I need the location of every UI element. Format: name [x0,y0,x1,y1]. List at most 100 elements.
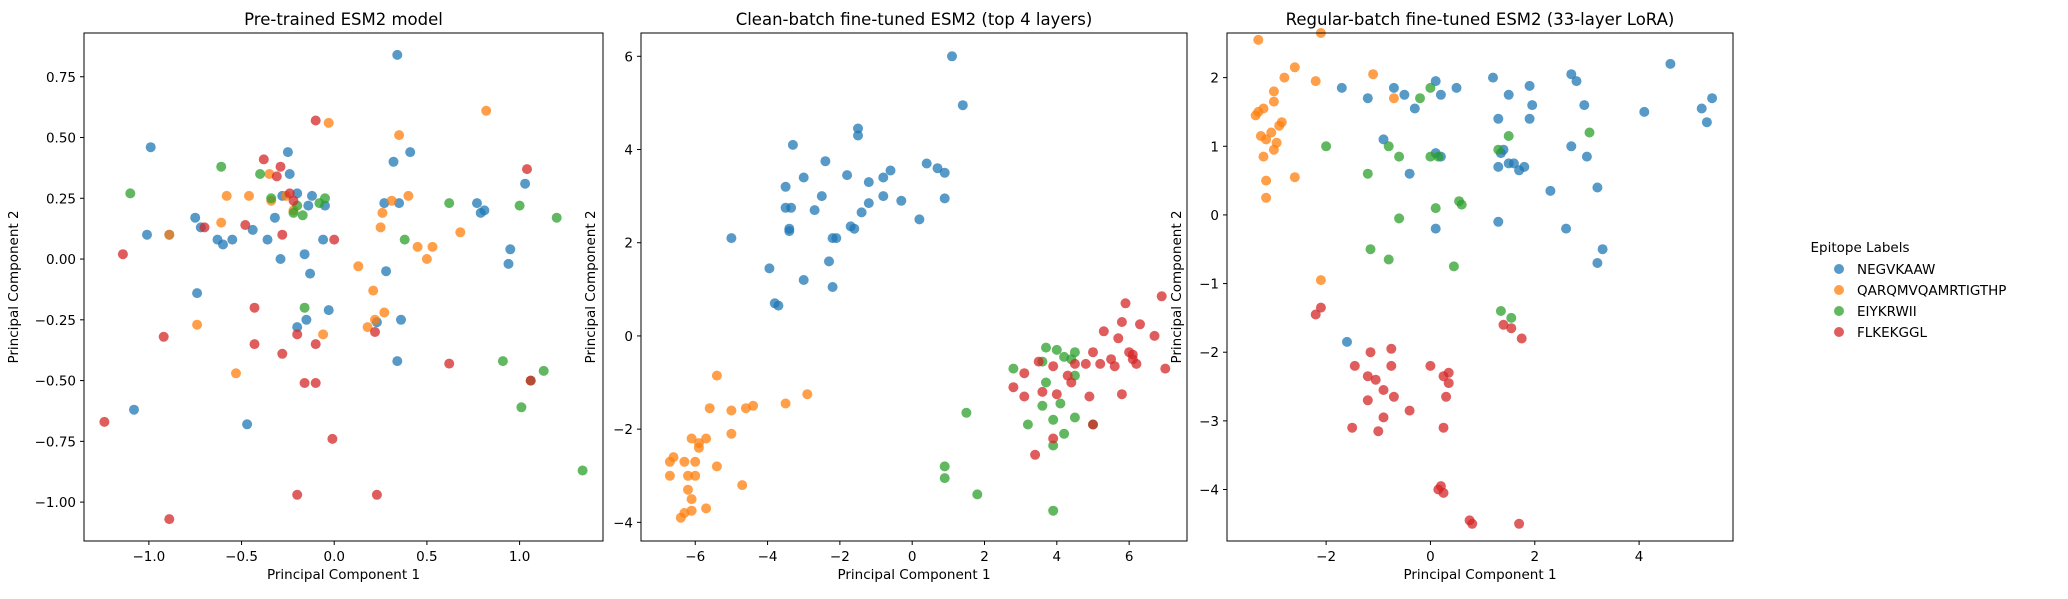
data-point [939,193,950,204]
data-point [957,100,968,111]
data-point [1116,389,1127,400]
data-point [199,222,210,233]
data-point [1639,106,1650,117]
data-point [1095,358,1106,369]
data-point [1048,505,1059,516]
data-point [303,200,314,211]
data-point [1435,89,1446,100]
data-point [683,470,693,481]
data-point [379,307,390,318]
x-axis-label: Principal Component 1 [1403,567,1556,583]
data-point [1388,82,1399,93]
x-tick-label: 0 [1426,549,1435,565]
data-point [1055,398,1066,409]
points [99,49,588,525]
data-point [394,130,405,141]
data-point [481,105,492,116]
data-point [885,165,896,176]
data-point [932,163,943,174]
data-point [1514,518,1525,529]
data-point [158,331,169,342]
data-point [305,268,316,279]
data-point [244,190,254,201]
data-point [784,226,795,237]
legend-item: EIYKRWII [1834,304,1917,320]
data-point [577,465,588,476]
data-point [1388,93,1399,104]
data-point [1433,151,1444,162]
data-point [1120,298,1131,309]
data-point [1365,347,1376,358]
x-axis-label: Principal Component 1 [267,567,420,583]
data-point [1506,312,1517,323]
panel-title: Regular-batch fine-tuned ESM2 (33-layer … [1286,10,1675,29]
data-point [679,456,690,467]
y-tick-label: 0.75 [46,70,76,86]
data-point [1349,360,1360,371]
data-point [427,241,438,252]
data-point [368,285,379,296]
data-point [1378,385,1389,395]
data-point [972,489,983,500]
series-qarqmvqamrtigthp [664,370,813,523]
data-point [299,249,310,260]
data-point [472,198,482,209]
data-point [1084,391,1095,402]
x-tick-label: −4 [758,549,778,565]
data-point [1041,377,1051,388]
data-point [1051,389,1062,400]
data-point [1584,127,1595,138]
data-point [856,207,867,218]
data-point [802,389,813,400]
x-tick-label: −2 [1316,549,1336,565]
data-point [320,193,330,204]
data-point [816,191,827,202]
data-point [1443,367,1454,378]
data-point [1383,254,1394,265]
y-tick-label: 1 [1210,139,1219,155]
legend-title: Epitope Labels [1810,240,1909,256]
y-tick-label: 2 [1210,71,1219,87]
data-point [386,195,397,206]
data-point [117,249,128,260]
legend-item: FLKEKGGL [1834,325,1927,341]
series-eiykrwii [125,161,588,476]
data-point [1362,371,1373,382]
data-point [863,198,874,209]
data-point [820,156,831,167]
data-point [125,188,136,199]
y-tick-label: −4 [1199,483,1219,499]
data-point [686,433,697,444]
data-point [1399,89,1410,100]
data-point [1527,100,1538,111]
data-point [192,288,203,299]
data-point [704,403,715,414]
x-tick-label: 2 [1530,549,1539,565]
data-point [1448,261,1459,272]
data-point [377,207,388,218]
data-point [664,456,675,467]
data-point [1430,203,1441,214]
data-point [1131,358,1142,369]
data-point [1581,151,1592,162]
data-point [1378,412,1389,423]
y-tick-label: −0.25 [35,313,76,329]
data-point [1258,151,1269,162]
data-point [362,322,373,333]
data-point [1597,244,1608,255]
data-point [412,241,423,252]
data-point [1370,374,1381,385]
legend-item: QARQMVQAMRTIGTHP [1834,283,2006,299]
data-point [307,190,317,201]
data-point [503,258,514,269]
data-point [1116,317,1127,327]
panel-title: Pre-trained ESM2 model [244,10,443,29]
series-qarqmvqamrtigthp [1250,28,1399,286]
y-tick-label: 2 [624,236,633,252]
data-point [444,358,455,369]
scatter-panel-2: −6 −4 −2 0 2 4 6 −4 −2 0 2 4 6 Clean-batch fine-tuned… [583,10,1188,583]
data-point [192,319,203,330]
data-point [455,227,466,238]
data-point [277,229,288,240]
data-point [780,398,791,409]
